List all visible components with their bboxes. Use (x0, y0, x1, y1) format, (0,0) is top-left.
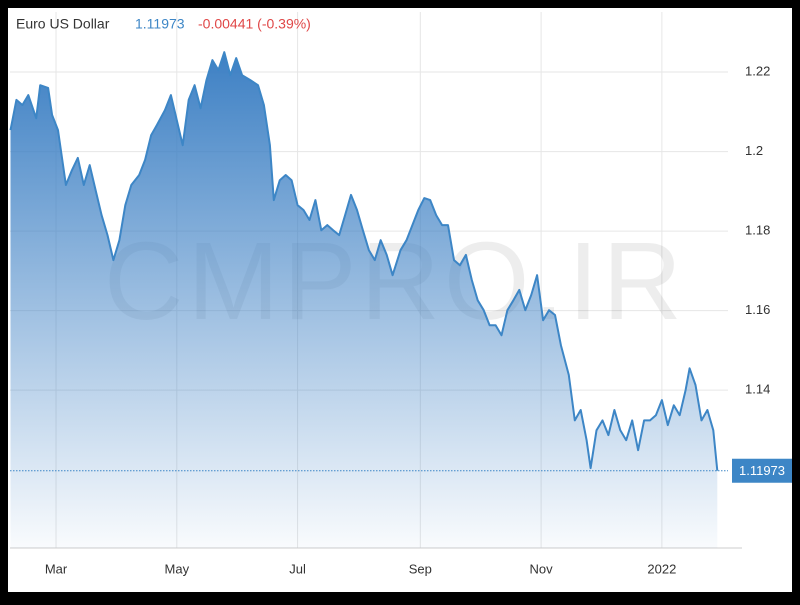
y-tick-label: 1.18 (745, 223, 770, 238)
x-tick-label: Nov (530, 561, 554, 576)
chart-title: Euro US Dollar (16, 16, 110, 32)
area-fill (10, 52, 718, 548)
y-tick-label: 1.2 (745, 143, 763, 158)
last-price-label: 1.11973 (739, 463, 785, 478)
y-tick-label: 1.14 (745, 382, 770, 397)
x-tick-label: Mar (45, 561, 68, 576)
last-price: 1.11973 (135, 16, 185, 32)
last-price-badge (732, 458, 792, 483)
y-tick-label: 1.16 (745, 302, 770, 317)
x-tick-label: Sep (409, 561, 432, 576)
x-tick-label: 2022 (647, 561, 676, 576)
price-change: -0.00441 (-0.39%) (198, 16, 311, 32)
x-tick-label: Jul (289, 561, 306, 576)
y-tick-label: 1.22 (745, 63, 770, 78)
x-tick-label: May (165, 561, 190, 576)
price-line (9, 51, 719, 471)
